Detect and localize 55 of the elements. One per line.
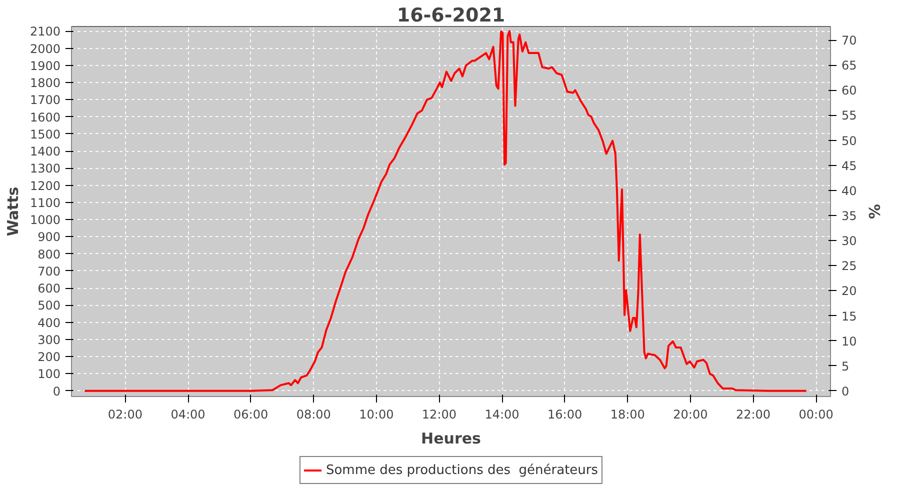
y2-tick-label: 70 [842,34,857,48]
x-tick-label: 18:00 [610,408,645,422]
y-tick-label: 1000 [30,213,61,228]
y2-tick-label: 15 [842,309,857,324]
y-tick-label: 900 [38,230,60,244]
y2-tick-label: 50 [842,134,857,148]
x-tick-label: 10:00 [359,408,394,422]
y2-tick-label: 0 [842,384,850,398]
y-tick-label: 1300 [30,162,61,176]
x-tick-label: 02:00 [108,408,142,422]
y2-tick-label: 30 [842,234,857,248]
y-tick-label: 1700 [30,93,61,108]
y-tick-label: 1100 [30,196,61,210]
y-tick-label: 1900 [30,58,61,73]
y-tick-label: 2100 [30,24,61,39]
y2-tick-label: 65 [842,58,857,73]
y-tick-label: 200 [38,350,60,364]
y-tick-label: 300 [38,332,60,347]
x-tick-label: 14:00 [484,408,520,422]
y-tick-label: 2000 [30,42,61,56]
y-tick-label: 100 [38,367,60,382]
y-tick-label: 700 [38,264,60,278]
y-tick-label: 1400 [30,144,61,159]
y-tick-label: 800 [38,247,60,262]
y-tick-label: 1200 [30,178,61,193]
y-axis-title: Watts [4,186,22,236]
legend-label: Somme des productions des générateurs [326,462,598,478]
y-tick-label: 1600 [30,110,61,124]
chart-title: 16-6-2021 [396,4,506,26]
y2-tick-label: 55 [842,108,857,123]
y-tick-label: 1800 [30,76,61,90]
x-tick-label: 22:00 [736,408,771,422]
y2-tick-label: 60 [842,84,857,98]
x-tick-label: 20:00 [673,408,708,422]
y-tick-label: 500 [38,298,60,313]
y2-tick-label: 5 [842,359,850,374]
y2-tick-label: 25 [842,259,857,274]
y2-tick-label: 20 [842,284,857,298]
x-tick-label: 08:00 [296,408,331,422]
y2-tick-label: 45 [842,158,857,173]
y2-tick-label: 10 [842,334,857,348]
y-tick-label: 400 [38,316,60,330]
x-tick-label: 06:00 [234,408,268,422]
x-tick-label: 12:00 [422,408,457,422]
y-tick-label: 600 [38,282,60,296]
y2-axis-title: % [864,204,883,220]
x-tick-label: 00:00 [798,408,834,422]
line-series [84,30,808,392]
x-tick-label: 04:00 [170,408,206,422]
y-tick-label: 0 [52,384,61,398]
y2-tick-label: 35 [842,209,857,224]
y-tick-label: 1500 [30,127,61,142]
x-tick-label: 16:00 [548,408,582,422]
x-axis-title: Heures [421,430,482,448]
y2-tick-label: 40 [842,184,857,198]
